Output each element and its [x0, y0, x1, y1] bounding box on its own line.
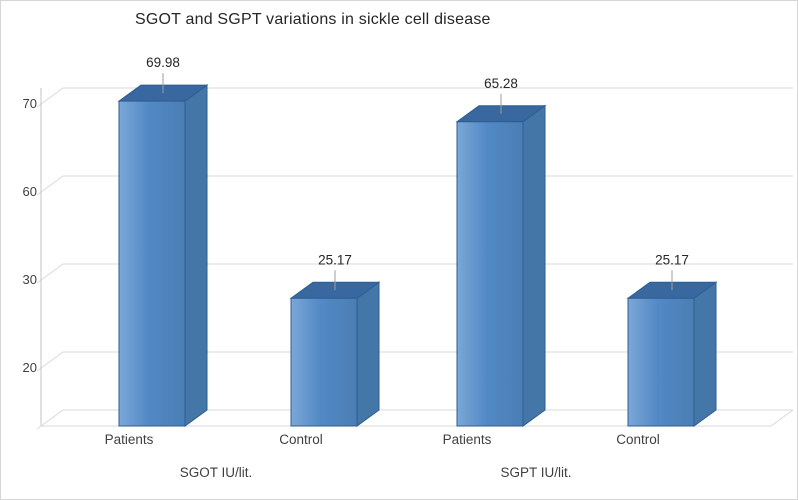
floor-right-diagonal	[770, 409, 794, 427]
bar-value-label: 65.28	[484, 76, 518, 91]
bar-side-face	[693, 281, 717, 427]
group-label: SGOT IU/lit.	[180, 465, 253, 480]
bar-value-labels: 69.98 25.17 65.28 25.17	[146, 55, 689, 291]
category-label: Control	[616, 432, 660, 447]
category-label: Control	[279, 432, 323, 447]
bar-value-label: 69.98	[146, 55, 180, 70]
y-tick-label: 70	[23, 96, 37, 111]
bar-front-face	[290, 297, 358, 427]
category-label: Patients	[443, 432, 492, 447]
y-tick-label: 30	[23, 272, 37, 287]
bar-value-label: 25.17	[655, 252, 689, 267]
bar-sgot-patients	[117, 84, 209, 427]
bar-front-face	[627, 297, 695, 427]
bar-sgot-control	[289, 281, 381, 427]
group-label: SGPT IU/lit.	[500, 465, 571, 480]
y-axis-tick-labels: 70 60 30 20	[23, 96, 37, 375]
bar-front-face	[456, 121, 524, 427]
chart-title: SGOT and SGPT variations in sickle cell …	[135, 11, 491, 28]
bar-sgpt-control	[626, 281, 718, 427]
bars	[117, 84, 718, 427]
bar-value-label: 25.17	[318, 252, 352, 267]
category-and-group-labels: Patients Control Patients Control SGOT IU/li…	[105, 432, 660, 480]
bar-front-face	[118, 100, 186, 427]
y-tick-label: 20	[23, 360, 37, 375]
bar-side-face	[184, 84, 208, 427]
bar-side-face	[522, 104, 546, 427]
y-tick-label: 60	[23, 184, 37, 199]
bar-side-face	[356, 281, 380, 427]
category-label: Patients	[105, 432, 154, 447]
bar-sgpt-patients	[455, 104, 547, 427]
